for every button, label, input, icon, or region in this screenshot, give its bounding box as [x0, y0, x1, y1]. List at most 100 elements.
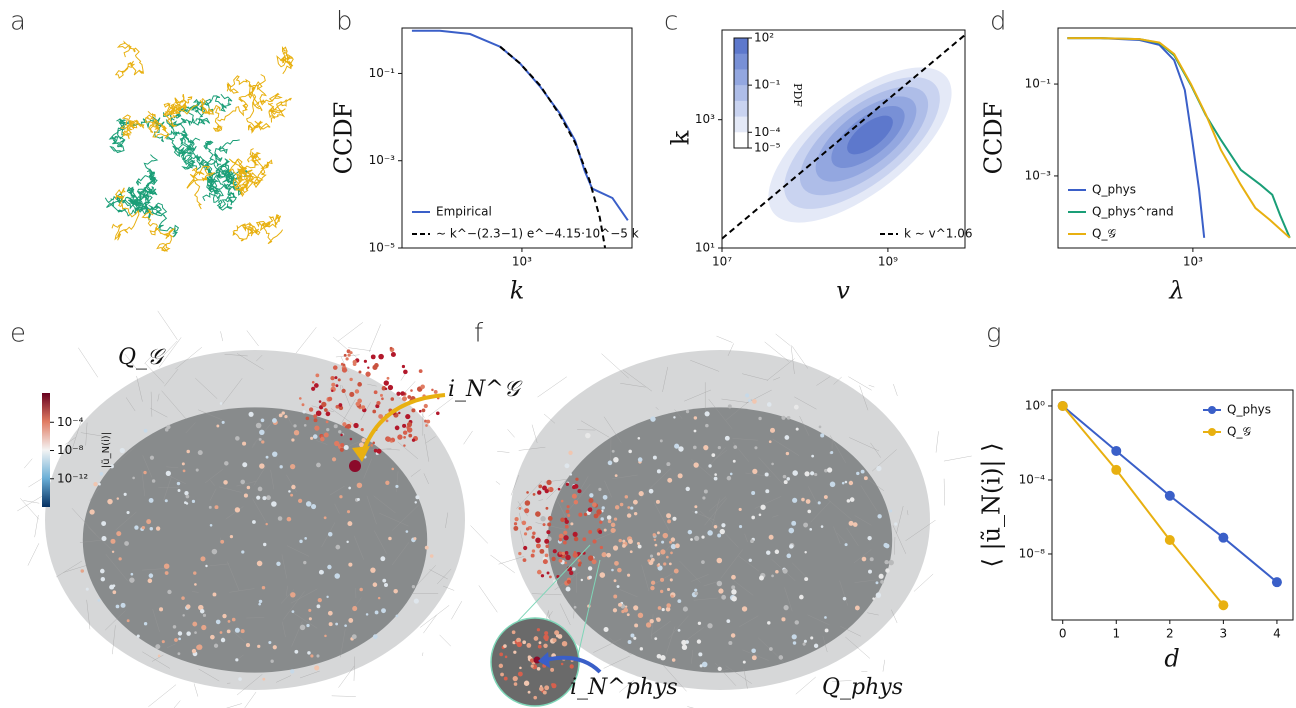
network-node: [186, 631, 191, 636]
network-edge: [868, 384, 875, 388]
network-edge: [150, 407, 168, 418]
network-node: [760, 504, 766, 510]
network-node: [370, 354, 376, 360]
network-node: [817, 501, 821, 505]
network-node: [546, 530, 551, 535]
network-edge: [693, 597, 718, 601]
colorbar-band: [734, 116, 748, 133]
network-node: [666, 462, 671, 467]
network-node: [331, 389, 334, 393]
network-node: [215, 619, 221, 625]
network-node: [774, 549, 780, 554]
network-edge: [112, 625, 116, 655]
network-node: [650, 416, 656, 422]
network-node: [513, 682, 518, 686]
network-node: [682, 606, 688, 612]
x-axis-label: v: [836, 277, 850, 305]
network-node: [823, 495, 828, 500]
panel-label: b: [336, 7, 353, 37]
network-edge: [794, 396, 817, 410]
network-node: [563, 530, 568, 535]
x-tick-label: 3: [1220, 627, 1228, 641]
network-node: [255, 422, 262, 429]
network-node: [558, 558, 563, 563]
network-branch: [127, 188, 163, 214]
network-node: [578, 512, 583, 517]
network-node: [403, 369, 408, 375]
network-node: [572, 531, 578, 537]
annotation: Q_phys: [822, 675, 903, 700]
network-edge: [743, 668, 748, 689]
network-node: [540, 574, 545, 578]
network-edge: [125, 397, 136, 412]
network-node: [517, 671, 523, 677]
network-node: [614, 505, 620, 510]
network-node: [617, 567, 622, 573]
network-node: [542, 690, 547, 695]
network-node: [613, 579, 617, 583]
network-node: [134, 525, 139, 530]
network-node: [548, 575, 552, 579]
network-node: [111, 550, 115, 554]
network-node: [543, 643, 548, 649]
network-edge: [609, 637, 632, 656]
network-edge: [791, 346, 808, 369]
network-node: [291, 610, 295, 613]
network-edge: [251, 443, 256, 448]
network-node: [652, 455, 657, 460]
network-edge: [363, 458, 373, 479]
network-node: [738, 525, 743, 529]
y-axis-label: ⟨ |ũ_N(i)| ⟩: [978, 442, 1007, 567]
network-node: [876, 465, 882, 472]
network-edge: [795, 676, 816, 695]
network-node: [401, 364, 406, 369]
network-edge: [829, 435, 846, 464]
network-node: [591, 559, 597, 565]
network-node: [775, 569, 779, 574]
network-node: [707, 623, 713, 629]
network-edge: [23, 458, 33, 469]
network-node: [694, 505, 698, 509]
network-node: [659, 589, 664, 594]
network-node: [526, 491, 529, 494]
arrow-head: [538, 652, 550, 668]
point: [1164, 490, 1175, 501]
annotation: i_N^𝒢: [448, 377, 523, 402]
network-edge: [518, 446, 546, 451]
network-edge: [653, 571, 676, 585]
network-edge: [603, 416, 622, 443]
network-edge: [191, 591, 199, 593]
network-edge: [547, 611, 553, 619]
network-node: [877, 514, 882, 519]
network-node: [211, 548, 218, 555]
network-node: [624, 495, 629, 499]
network-node: [196, 644, 202, 650]
network-node: [384, 387, 388, 391]
network-node: [751, 515, 756, 520]
network-edge: [684, 389, 712, 402]
network-node: [538, 641, 542, 645]
network-branch: [111, 187, 140, 241]
network-node: [259, 463, 265, 469]
network-node: [717, 666, 722, 672]
network-node: [272, 418, 277, 424]
network-edge: [894, 537, 896, 555]
network-node: [649, 554, 654, 558]
network-node: [262, 677, 266, 681]
network-node: [738, 507, 742, 512]
network-node: [687, 529, 693, 535]
network-node: [721, 523, 726, 528]
network-branch: [135, 154, 159, 186]
legend-label: Q_phys: [1227, 403, 1271, 417]
network-node: [141, 525, 146, 530]
colorbar-tick-label: 10⁻¹: [754, 78, 781, 92]
network-node: [888, 559, 894, 566]
network-node: [533, 636, 539, 641]
network-edge: [727, 343, 734, 357]
network-node: [374, 610, 379, 615]
network-edge: [657, 541, 675, 560]
network-node: [665, 606, 671, 612]
network-node: [551, 683, 557, 689]
network-node: [841, 481, 845, 485]
